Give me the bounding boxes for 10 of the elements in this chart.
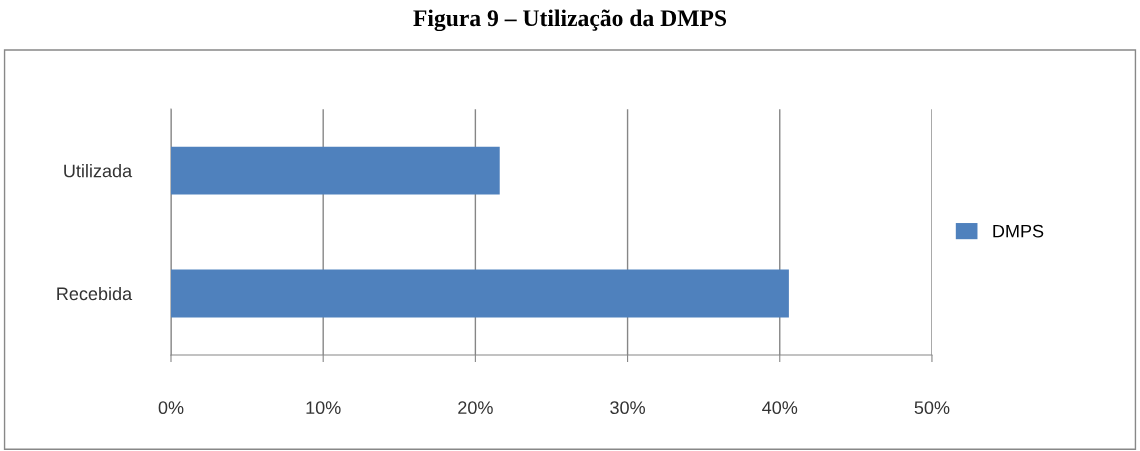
y-tick-label: Recebida (57, 286, 133, 301)
x-tick-label: 40% (762, 401, 798, 415)
legend-label: DMPS (993, 224, 1044, 238)
x-tick-label: 0% (158, 401, 184, 415)
x-tick-label: 10% (306, 401, 341, 415)
x-tick-label: 30% (610, 401, 645, 415)
chart-title: Figura 9 – Utilização da DMPS (413, 9, 727, 32)
x-tick-label: 20% (458, 401, 493, 415)
y-tick-label: Utilizada (64, 164, 133, 178)
x-tick-label: 50% (914, 401, 950, 415)
